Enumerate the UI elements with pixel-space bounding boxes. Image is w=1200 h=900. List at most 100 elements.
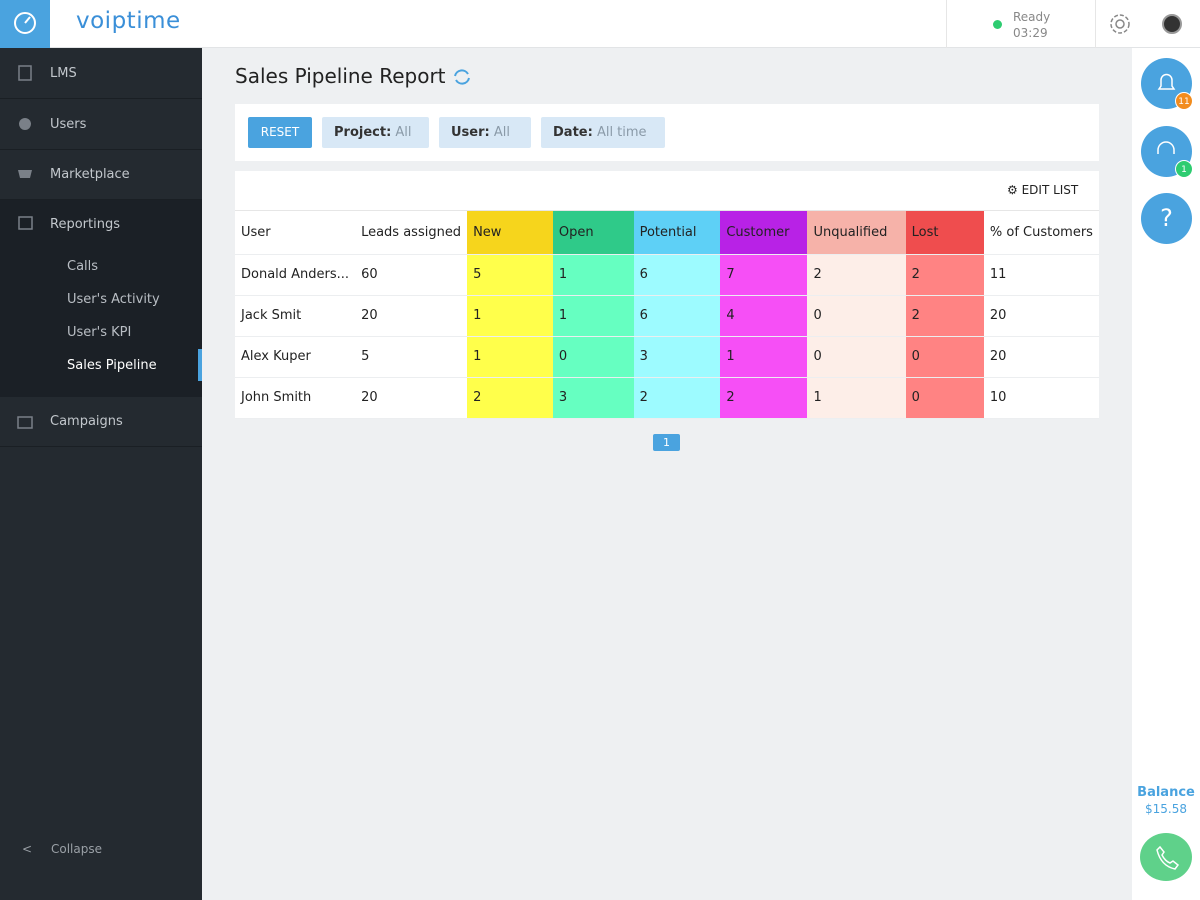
table-cell: 0	[905, 377, 984, 419]
collapse[interactable]: Collapse	[51, 842, 102, 856]
table-cell: 20	[983, 295, 1099, 337]
collapse-icon[interactable]: <	[22, 842, 33, 856]
bell-icon	[1157, 73, 1176, 90]
table-cell: 3	[552, 377, 634, 419]
table-cell: 10	[983, 377, 1099, 419]
sidebar: LMS Users Marketplace Reportings Calls U…	[0, 48, 202, 900]
header-row: User Leads assigned New Open Potential Custom…	[235, 211, 1099, 255]
column-header: Potential	[633, 211, 721, 255]
reportings-section	[0, 200, 202, 397]
status-text: Ready	[1013, 10, 1051, 24]
project-filter[interactable]: Project: All	[322, 117, 429, 148]
table-cell: 20	[983, 336, 1099, 378]
table-cell: 6	[633, 295, 721, 337]
reset-button[interactable]: RESET	[248, 117, 312, 148]
filter-label: Project:	[334, 125, 392, 140]
home-button[interactable]	[0, 0, 50, 48]
column-header: Unqualified	[807, 211, 906, 255]
nav-subitem[interactable]: User's Activity	[67, 292, 160, 307]
column-header: Lost	[905, 211, 984, 255]
table-cell: 5	[355, 336, 468, 378]
user-filter[interactable]: User: All	[439, 117, 531, 148]
status-time: 03:29	[1013, 26, 1048, 40]
table-cell: 2	[720, 377, 808, 419]
filter-value: All time	[596, 125, 647, 140]
table-cell: 60	[355, 254, 468, 296]
nav-subitem-active[interactable]: Sales Pipeline	[67, 358, 157, 373]
nav-subitem[interactable]: Calls	[67, 259, 99, 274]
table-cell: 3	[633, 336, 721, 378]
edit-list-label: EDIT LIST	[1021, 183, 1079, 197]
campaigns-icon	[17, 416, 33, 429]
table-cell: 1	[552, 254, 634, 296]
table-cell: 2	[905, 254, 984, 296]
column-header: % of Customers	[983, 211, 1099, 255]
column-header: Leads assigned	[355, 211, 468, 255]
support-badge: 1	[1175, 160, 1193, 178]
table-cell: 5	[467, 254, 553, 296]
table-cell: 1	[720, 336, 808, 378]
column-header: New	[467, 211, 553, 255]
refresh-icon[interactable]	[452, 67, 472, 87]
table-row: Jack Smit 20 1 1 6 4 0 2 20	[235, 295, 1099, 337]
table-cell: 0	[552, 336, 634, 378]
table-cell: 1	[467, 295, 553, 337]
nav-subitem[interactable]: User's KPI	[67, 325, 132, 340]
nav-icons	[18, 65, 33, 230]
main-content: Sales Pipeline Report RESET Project: All…	[202, 48, 1132, 900]
date-filter[interactable]: Date: All time	[541, 117, 665, 148]
filter-value: All	[395, 125, 412, 140]
table-cell: Jack Smit	[235, 295, 356, 337]
table-toolbar: ⚙ EDIT LIST	[235, 171, 1099, 211]
table-cell: 6	[633, 254, 721, 296]
table-cell: 20	[355, 295, 468, 337]
table-row: John Smith 20 2 3 2 2 1 0 10	[235, 377, 1099, 419]
filter-label: User:	[451, 125, 490, 140]
table-row: Donald Anders... 60 5 1 6 7 2 2 11	[235, 254, 1099, 296]
filter-label: Date:	[553, 125, 593, 140]
table-wrap: User Leads assigned New Open Potential Custom…	[235, 211, 1099, 419]
help-button[interactable]: ?	[1141, 193, 1192, 244]
table-cell: 0	[807, 336, 906, 378]
table-cell: 7	[720, 254, 808, 296]
notifications-button[interactable]	[1141, 58, 1192, 109]
top-bar: voiptime Ready 03:29	[0, 0, 1200, 48]
edit-list[interactable]: ⚙ EDIT LIST	[1007, 183, 1079, 197]
column-header: User	[235, 211, 356, 255]
logo-icon	[14, 12, 36, 34]
column-header: Open	[552, 211, 634, 255]
table-cell: John Smith	[235, 377, 356, 419]
table-cell: Donald Anders...	[235, 254, 356, 296]
nav-item[interactable]: Campaigns	[0, 397, 202, 447]
nav-item[interactable]: Reportings	[50, 217, 120, 232]
logo: voiptime	[76, 8, 181, 34]
right-bar: 11 1 ? Balance $15.58	[1132, 48, 1200, 900]
agent-status[interactable]: Ready 03:29	[946, 0, 1096, 48]
table-cell: 0	[807, 295, 906, 337]
call-button[interactable]	[1140, 833, 1192, 881]
page-title: Sales Pipeline Report	[235, 64, 446, 88]
nav-item[interactable]: Marketplace	[0, 150, 202, 200]
table-cell: 1	[807, 377, 906, 419]
settings-icon[interactable]	[1106, 10, 1134, 38]
status-dot	[993, 20, 1002, 29]
phone-icon	[1156, 845, 1180, 870]
table-cell: 20	[355, 377, 468, 419]
table-cell: 4	[720, 295, 808, 337]
balance-label: Balance	[1137, 785, 1195, 800]
table-cell: 1	[552, 295, 634, 337]
headset-icon	[1157, 141, 1175, 154]
table-cell: Alex Kuper	[235, 336, 356, 378]
table-cell: 2	[467, 377, 553, 419]
avatar[interactable]	[1162, 14, 1182, 34]
nav-item[interactable]: Users	[0, 100, 202, 150]
table-cell: 11	[983, 254, 1099, 296]
nav-item[interactable]: LMS	[0, 49, 202, 99]
page-button[interactable]: 1	[653, 434, 680, 451]
table-row: Alex Kuper 5 1 0 3 1 0 0 20	[235, 336, 1099, 378]
active-indicator	[198, 349, 202, 381]
column-header: Customer	[720, 211, 808, 255]
table-cell: 2	[807, 254, 906, 296]
balance-value: $15.58	[1145, 802, 1187, 816]
